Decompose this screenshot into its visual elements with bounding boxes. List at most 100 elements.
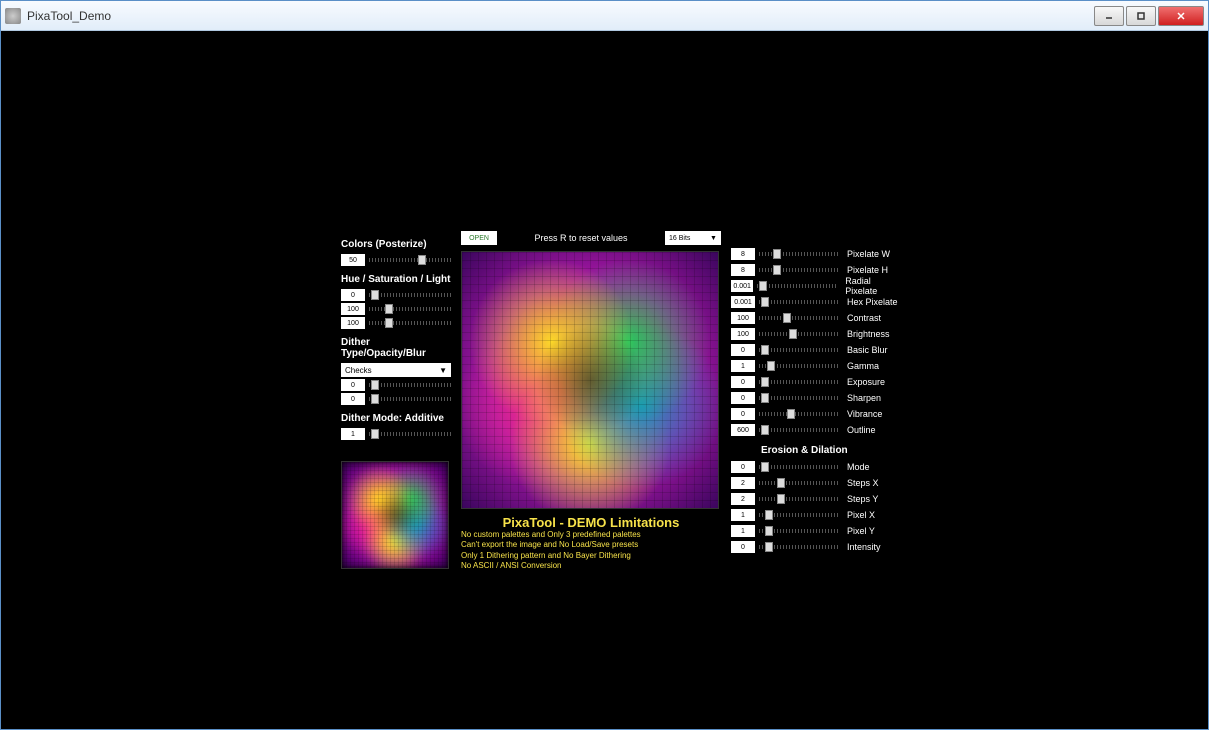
colors-slider[interactable] <box>369 254 451 266</box>
gamma-label: Gamma <box>847 361 879 371</box>
dither-opacity-value[interactable]: 0 <box>341 379 365 391</box>
window-title: PixaTool_Demo <box>27 9 1094 23</box>
erosion-intensity-value[interactable]: 0 <box>731 541 755 553</box>
erosion-steps-y-slider[interactable] <box>759 493 839 505</box>
colors-label: Colors (Posterize) <box>341 239 451 250</box>
param-row: 0 Basic Blur <box>731 343 901 357</box>
param-row: 0Mode <box>731 460 901 474</box>
contrast-slider[interactable] <box>759 312 839 324</box>
main-preview <box>461 251 719 509</box>
hex-pixelate-label: Hex Pixelate <box>847 297 898 307</box>
demo-title: PixaTool - DEMO Limitations <box>461 515 721 530</box>
param-row: 0 Sharpen <box>731 391 901 405</box>
dither-label: Dither Type/Opacity/Blur <box>341 337 451 359</box>
demo-line: Can't export the image and No Load/Save … <box>461 540 721 550</box>
dither-type-dropdown[interactable]: Checks ▼ <box>341 363 451 377</box>
brightness-slider[interactable] <box>759 328 839 340</box>
dither-mode-value[interactable]: 1 <box>341 428 365 440</box>
param-row: 0 Vibrance <box>731 407 901 421</box>
erosion-steps-y-value[interactable]: 2 <box>731 493 755 505</box>
app-body: Colors (Posterize) 50 Hue / Saturation /… <box>1 31 1208 729</box>
erosion-pixel-x-value[interactable]: 1 <box>731 509 755 521</box>
chevron-down-icon: ▼ <box>439 366 447 375</box>
demo-line: No custom palettes and Only 3 predefined… <box>461 530 721 540</box>
hue-slider[interactable] <box>369 289 451 301</box>
open-button[interactable]: OPEN <box>461 231 497 245</box>
chevron-down-icon: ▼ <box>710 235 717 242</box>
exposure-slider[interactable] <box>759 376 839 388</box>
hue-value[interactable]: 0 <box>341 289 365 301</box>
basic-blur-slider[interactable] <box>759 344 839 356</box>
dither-blur-value[interactable]: 0 <box>341 393 365 405</box>
param-row: 0 Intensity <box>731 540 901 554</box>
sharpen-label: Sharpen <box>847 393 881 403</box>
param-row: 1Pixel Y <box>731 524 901 538</box>
maximize-button[interactable] <box>1126 6 1156 26</box>
sharpen-value[interactable]: 0 <box>731 392 755 404</box>
close-button[interactable] <box>1158 6 1204 26</box>
dither-opacity-slider[interactable] <box>369 379 451 391</box>
param-row: 600Outline <box>731 423 901 437</box>
basic-blur-value[interactable]: 0 <box>731 344 755 356</box>
bits-value: 16 Bits <box>669 235 690 242</box>
erosion-mode-slider[interactable] <box>759 461 839 473</box>
hex-pixelate-value[interactable]: 0.001 <box>731 296 755 308</box>
demo-line: No ASCII / ANSI Conversion <box>461 561 721 571</box>
erosion-mode-value[interactable]: 0 <box>731 461 755 473</box>
erosion-intensity-label: Intensity <box>847 542 881 552</box>
outline-slider[interactable] <box>759 424 839 436</box>
erosion-steps-x-slider[interactable] <box>759 477 839 489</box>
basic-blur-label: Basic Blur <box>847 345 888 355</box>
radial-pixelate-slider[interactable] <box>757 280 837 292</box>
erosion-steps-y-label: Steps Y <box>847 494 878 504</box>
radial-pixelate-value[interactable]: 0.001 <box>731 280 753 292</box>
pixelate-w-value[interactable]: 8 <box>731 248 755 260</box>
minimize-button[interactable] <box>1094 6 1124 26</box>
contrast-label: Contrast <box>847 313 881 323</box>
light-slider[interactable] <box>369 317 451 329</box>
hex-pixelate-slider[interactable] <box>759 296 839 308</box>
pixelate-w-slider[interactable] <box>759 248 839 260</box>
erosion-intensity-slider[interactable] <box>759 541 839 553</box>
vibrance-label: Vibrance <box>847 409 882 419</box>
vibrance-value[interactable]: 0 <box>731 408 755 420</box>
param-row: 0.001 Hex Pixelate <box>731 295 901 309</box>
erosion-pixel-x-label: Pixel X <box>847 510 875 520</box>
thumbnail-preview <box>341 461 449 569</box>
sat-slider[interactable] <box>369 303 451 315</box>
app-window: PixaTool_Demo Colors (Posterize) 50 Hue … <box>0 0 1209 730</box>
dither-mode-slider[interactable] <box>369 428 451 440</box>
erosion-pixel-y-slider[interactable] <box>759 525 839 537</box>
right-panel: 8Pixelate W8Pixelate H0.001Radial Pixela… <box>731 247 901 556</box>
erosion-steps-x-label: Steps X <box>847 478 879 488</box>
hsl-label: Hue / Saturation / Light <box>341 274 451 285</box>
dither-blur-slider[interactable] <box>369 393 451 405</box>
brightness-value[interactable]: 100 <box>731 328 755 340</box>
pixelate-h-label: Pixelate H <box>847 265 888 275</box>
gamma-value[interactable]: 1 <box>731 360 755 372</box>
erosion-pixel-y-value[interactable]: 1 <box>731 525 755 537</box>
contrast-value[interactable]: 100 <box>731 312 755 324</box>
gamma-slider[interactable] <box>759 360 839 372</box>
pixelate-h-slider[interactable] <box>759 264 839 276</box>
sharpen-slider[interactable] <box>759 392 839 404</box>
light-value[interactable]: 100 <box>341 317 365 329</box>
param-row: 0.001Radial Pixelate <box>731 279 901 293</box>
dither-type-value: Checks <box>345 366 372 375</box>
vibrance-slider[interactable] <box>759 408 839 420</box>
dither-mode-label: Dither Mode: Additive <box>341 413 451 424</box>
param-row: 8 Pixelate H <box>731 263 901 277</box>
left-panel: Colors (Posterize) 50 Hue / Saturation /… <box>341 231 451 442</box>
erosion-pixel-x-slider[interactable] <box>759 509 839 521</box>
pixelate-h-value[interactable]: 8 <box>731 264 755 276</box>
erosion-steps-x-value[interactable]: 2 <box>731 477 755 489</box>
titlebar[interactable]: PixaTool_Demo <box>1 1 1208 31</box>
outline-value[interactable]: 600 <box>731 424 755 436</box>
bits-dropdown[interactable]: 16 Bits ▼ <box>665 231 721 245</box>
param-row: 1 Gamma <box>731 359 901 373</box>
param-row: 8Pixelate W <box>731 247 901 261</box>
param-row: 100Brightness <box>731 327 901 341</box>
colors-value[interactable]: 50 <box>341 254 365 266</box>
exposure-value[interactable]: 0 <box>731 376 755 388</box>
sat-value[interactable]: 100 <box>341 303 365 315</box>
